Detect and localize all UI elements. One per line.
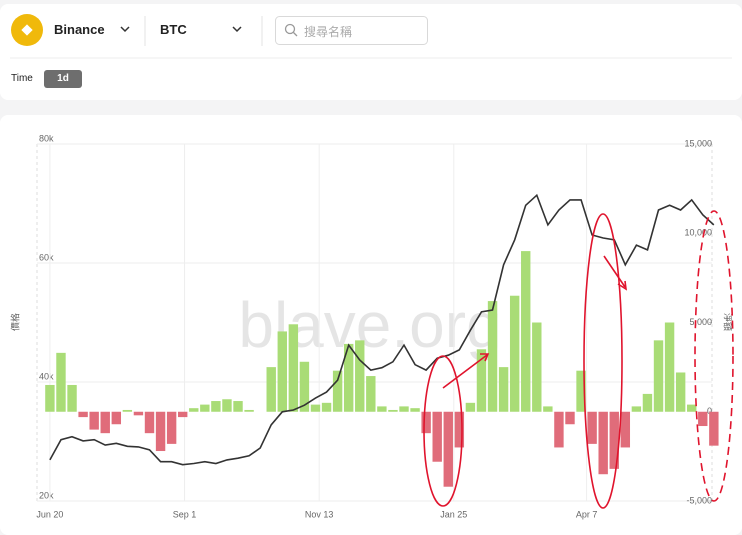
bar (45, 384, 55, 412)
bar (543, 406, 553, 412)
bar (288, 324, 299, 412)
y2-tick-label: 10,000 (684, 228, 712, 238)
bar (675, 372, 686, 412)
bar (709, 411, 719, 446)
y2-axis-label: 淨額 (723, 313, 734, 331)
toolbar: Binance BTC 搜尋名稱 Time 1d (0, 4, 742, 100)
y2-tick-label: 15,000 (684, 138, 712, 148)
bar (521, 251, 531, 412)
bar (620, 411, 631, 448)
bar (509, 295, 520, 412)
toolbar-graphics (10, 14, 732, 88)
bar (200, 404, 210, 412)
bar (532, 322, 542, 412)
search-box[interactable] (275, 16, 428, 45)
bar (310, 404, 321, 412)
bar (421, 411, 431, 434)
y2-tick-label: 0 (707, 406, 712, 416)
bar (133, 411, 144, 416)
bar (465, 402, 476, 412)
x-tick-label: Sep 1 (173, 509, 197, 519)
time-label: Time (11, 73, 33, 84)
bar (642, 393, 653, 412)
bar (211, 401, 221, 412)
exchange-chevron[interactable] (120, 26, 130, 33)
bar (56, 352, 66, 412)
bar (410, 408, 420, 412)
bar (144, 411, 155, 434)
bar (111, 411, 122, 425)
bar (653, 340, 664, 412)
bar (366, 376, 376, 412)
bar (687, 404, 697, 412)
x-tick-label: Jan 25 (440, 509, 467, 519)
bar (166, 411, 177, 444)
bar (664, 322, 675, 412)
bar (189, 408, 199, 412)
x-tick-label: Nov 13 (305, 509, 334, 519)
bar (432, 411, 442, 462)
interval-button[interactable] (44, 70, 82, 88)
bar (631, 406, 642, 412)
annotations (423, 210, 734, 509)
bar (155, 411, 166, 452)
bar (332, 370, 343, 412)
y2-tick-label: 5,000 (689, 317, 712, 327)
bar (587, 411, 597, 444)
bar (177, 411, 188, 418)
bar (355, 340, 365, 412)
bar (343, 343, 354, 412)
bar (487, 301, 498, 412)
bar (67, 384, 77, 412)
x-tick-label: Jun 20 (36, 509, 63, 519)
bar (498, 367, 509, 412)
bar (122, 409, 133, 412)
price-line (49, 193, 715, 466)
bar (244, 409, 254, 412)
bar (222, 399, 232, 412)
interval-option[interactable]: 1d (57, 73, 69, 84)
bar (698, 411, 708, 427)
search-icon (293, 32, 298, 37)
bar (565, 411, 575, 425)
y-tick-label: 80k (39, 133, 54, 143)
search-icon (284, 23, 296, 35)
bar (299, 361, 310, 412)
y-tick-label: 40k (39, 371, 54, 381)
y-tick-label: 60k (39, 252, 54, 262)
y-axis-label: 價格 (9, 313, 20, 331)
symbol-chevron[interactable] (232, 26, 242, 33)
bar (609, 411, 619, 469)
bar (454, 411, 465, 448)
bar (399, 406, 409, 412)
logo-glyph (21, 24, 33, 36)
bar (266, 367, 276, 412)
bar (476, 349, 487, 412)
bar (233, 401, 243, 412)
bar (598, 411, 608, 475)
search-placeholder[interactable]: 搜尋名稱 (304, 25, 353, 39)
exchange-select[interactable]: Binance (54, 22, 105, 37)
y2-tick-label: -5,000 (686, 495, 712, 505)
symbol-select[interactable]: BTC (160, 22, 187, 37)
bar (89, 411, 99, 430)
bar (443, 411, 453, 487)
bar (388, 409, 398, 412)
bar (377, 406, 387, 412)
x-tick-label: Apr 7 (576, 509, 598, 519)
bar (100, 411, 110, 434)
bar (576, 370, 586, 412)
bar (321, 402, 332, 412)
bar (78, 411, 88, 418)
bar (554, 411, 564, 448)
y-tick-label: 20k (39, 490, 54, 500)
bar (277, 331, 287, 412)
